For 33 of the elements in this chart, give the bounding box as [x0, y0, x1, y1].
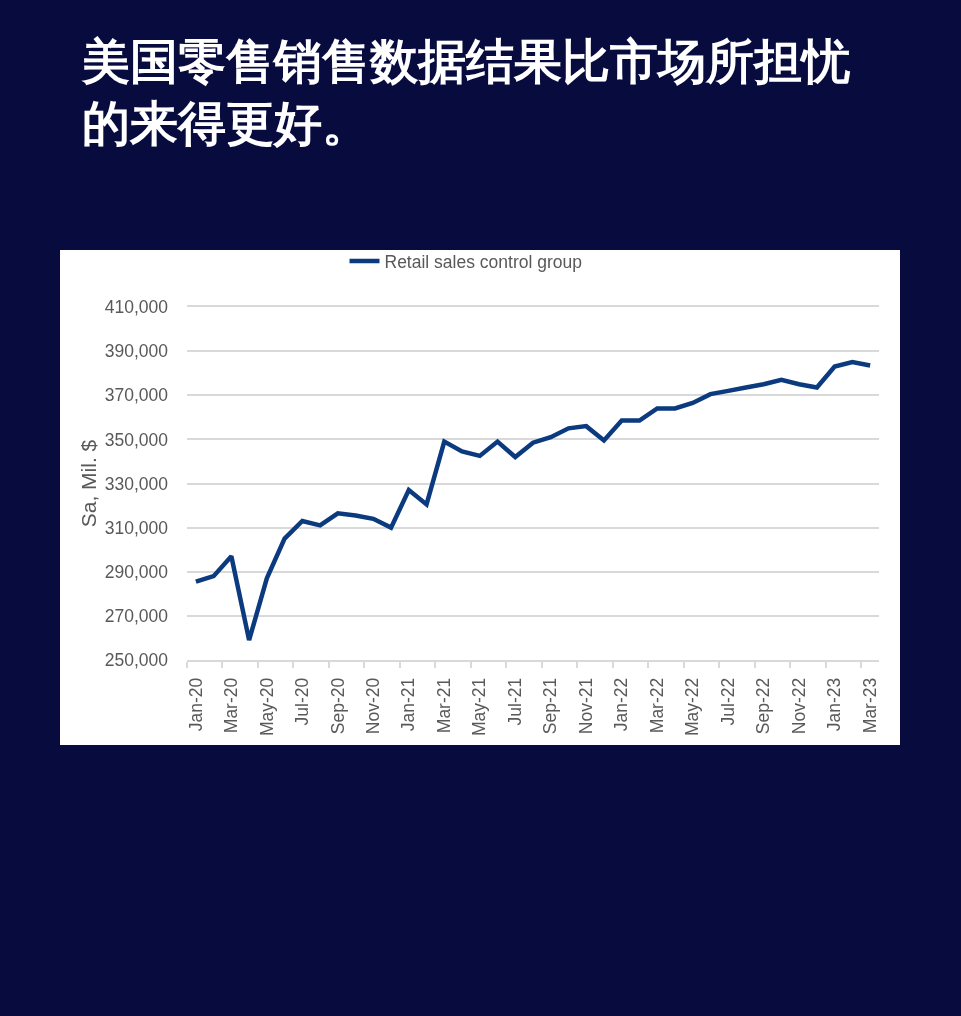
- y-tick-label: 330,000: [104, 473, 169, 494]
- x-tick-label: Nov-21: [575, 677, 596, 735]
- x-tick-label: Sep-22: [753, 677, 774, 735]
- y-tick-label: 250,000: [104, 650, 169, 671]
- y-tick-label: 350,000: [104, 429, 169, 450]
- x-tick-label: Jan-21: [398, 677, 419, 732]
- x-tick-label: Jan-22: [611, 677, 632, 732]
- x-tick-label: Jul-22: [717, 677, 738, 726]
- x-tick-label: May-20: [256, 677, 277, 737]
- y-tick-label: 290,000: [104, 561, 169, 582]
- x-tick-label: Jul-20: [292, 677, 313, 726]
- y-tick-label: 370,000: [104, 385, 169, 406]
- x-tick-label: May-22: [682, 677, 703, 737]
- x-tick-label: Jan-20: [185, 677, 206, 732]
- x-tick-label: Sep-20: [327, 677, 348, 735]
- y-axis-title: Sa, Mil. $: [76, 439, 100, 528]
- legend-label: Retail sales control group: [384, 251, 582, 272]
- x-tick-label: Mar-22: [646, 677, 667, 734]
- x-tick-label: May-21: [469, 677, 490, 737]
- y-tick-label: 390,000: [104, 341, 169, 362]
- x-tick-label: Mar-20: [221, 677, 242, 734]
- x-tick-label: Nov-22: [788, 677, 809, 735]
- chart-title: 美国零售销售数据结果比市场所担忧的来得更好。: [81, 35, 851, 151]
- x-tick-label: Sep-21: [540, 677, 561, 735]
- y-tick-label: 310,000: [104, 517, 169, 538]
- x-tick-label: Nov-20: [363, 677, 383, 735]
- y-tick-label: 410,000: [104, 297, 169, 318]
- x-tick-label: Jan-23: [824, 677, 845, 732]
- x-tick-label: Jul-21: [504, 677, 525, 726]
- x-tick-label: Mar-23: [859, 677, 880, 734]
- y-tick-label: 270,000: [104, 606, 169, 627]
- line-series: [193, 359, 873, 643]
- x-tick-label: Mar-21: [433, 677, 454, 734]
